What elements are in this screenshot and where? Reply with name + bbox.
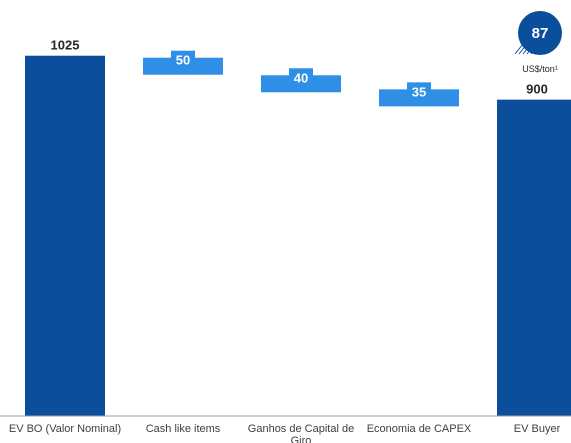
bar-tab-1 <box>171 50 195 59</box>
unit-badge: 87 US$/ton¹ <box>514 11 562 74</box>
bar-3 <box>379 89 459 107</box>
bars-group <box>25 50 571 417</box>
badge-unit: US$/ton¹ <box>522 64 558 74</box>
badge-hatch-1 <box>518 43 528 55</box>
badge-hatch-2 <box>522 43 532 55</box>
value-label-3: 35 <box>412 84 426 99</box>
badge-hatch-5 <box>534 43 544 55</box>
category-label-4: EV Buyer <box>514 423 561 435</box>
category-label-2: Ganhos de Capital de Giro <box>248 423 354 443</box>
badge-hatch-4 <box>530 43 540 55</box>
badge-circle <box>518 11 562 55</box>
badge-hatch-3 <box>526 43 536 55</box>
value-label-0: 1025 <box>51 38 80 53</box>
badge-value: 87 <box>532 25 549 42</box>
bar-0 <box>25 55 105 417</box>
bar-tab-2 <box>289 68 313 77</box>
bar-tab-3 <box>407 82 431 91</box>
category-label-3: Economia de CAPEX <box>367 423 472 435</box>
value-label-2: 40 <box>294 70 308 85</box>
value-labels-group: 1025 50 40 35 900 <box>51 38 548 100</box>
bar-4 <box>497 99 571 417</box>
bar-2 <box>261 75 341 93</box>
category-labels-group: EV BO (Valor Nominal) Cash like items Ganh… <box>9 423 561 443</box>
badge-hatch-0 <box>514 43 524 55</box>
value-label-4: 900 <box>526 82 548 97</box>
category-label-1: Cash like items <box>146 423 221 435</box>
value-label-1: 50 <box>176 53 190 68</box>
bar-1 <box>143 57 223 75</box>
category-label-0: EV BO (Valor Nominal) <box>9 423 121 435</box>
